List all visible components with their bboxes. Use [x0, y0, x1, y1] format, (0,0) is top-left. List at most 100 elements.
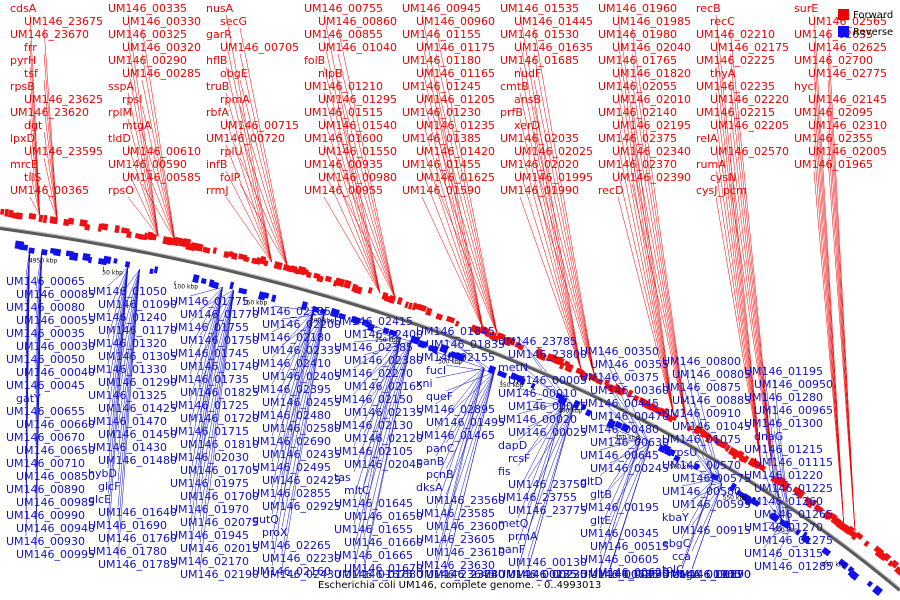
forward-gene-label: UM146_01765 [598, 54, 677, 67]
forward-gene-label: rplM [108, 106, 132, 119]
leader-line [353, 337, 401, 343]
leader-line [445, 371, 495, 470]
reverse-gene-label: UM146_00800 [662, 355, 741, 368]
reverse-feature [517, 375, 523, 383]
leader-line [681, 479, 714, 570]
reverse-gene-label: UM146_00710 [6, 457, 85, 470]
leader-line [199, 289, 235, 518]
reverse-gene-label: UM146_01265 [754, 508, 833, 521]
leader-line [337, 183, 396, 299]
forward-feature [445, 315, 456, 324]
reverse-feature [270, 294, 277, 303]
reverse-gene-label: UM146_00870 [672, 568, 751, 581]
reverse-gene-label: UM146_01480 [98, 454, 177, 467]
leader-line [533, 105, 595, 377]
leader-line [127, 40, 159, 237]
reverse-gene-label: UM146_02495 [252, 461, 331, 474]
reverse-gene-label: UM146_02480 [252, 409, 331, 422]
leader-line [715, 144, 762, 467]
leader-line [239, 131, 288, 267]
forward-gene-label: tilS [24, 171, 41, 184]
forward-gene-label: UM146_23625 [24, 93, 103, 106]
forward-feature [324, 275, 332, 283]
tick-mark [439, 355, 442, 360]
forward-feature [582, 372, 589, 381]
reverse-gene-label: UM146_00850 [16, 470, 95, 483]
leader-line [239, 105, 288, 267]
leader-line [813, 92, 844, 523]
reverse-feature [614, 420, 623, 430]
leader-line [681, 479, 714, 539]
forward-gene-label: rpsO [108, 184, 134, 197]
leader-line [631, 53, 687, 423]
forward-gene-label: UM146_02145 [808, 93, 887, 106]
leader-line [435, 79, 498, 335]
forward-gene-label: infB [206, 158, 227, 171]
leader-line [141, 131, 176, 240]
forward-feature [143, 232, 148, 241]
reverse-gene-label: UM146_02270 [334, 367, 413, 380]
leader-line [763, 495, 783, 524]
tick-label: 150 kbp [243, 300, 268, 307]
reverse-gene-label: UM146_00130 [508, 556, 587, 569]
reverse-gene-label: dnaG [754, 430, 783, 443]
leader-line [517, 401, 565, 441]
forward-gene-label: rumA [696, 158, 726, 171]
reverse-feature [257, 291, 267, 301]
leader-line [107, 267, 129, 521]
forward-gene-label: folP [220, 171, 241, 184]
forward-gene-label: UM146_01165 [416, 67, 495, 80]
reverse-feature [580, 403, 587, 411]
reverse-gene-label: gltD [580, 475, 603, 488]
leader-line [127, 144, 159, 237]
leader-line [763, 417, 783, 524]
tick-label: 600 kbp [773, 527, 798, 534]
forward-gene-label: UM146_02700 [794, 54, 873, 67]
forward-feature [4, 208, 9, 217]
leader-line [813, 66, 844, 523]
forward-gene-label: UM146_01245 [402, 80, 481, 93]
reverse-gene-label: dksA [416, 481, 443, 494]
leader-line [533, 157, 595, 377]
leader-line [517, 401, 565, 493]
reverse-gene-label: dapD [498, 439, 527, 452]
forward-gene-label: UM146_01685 [500, 54, 579, 67]
forward-feature [353, 285, 363, 295]
leader-line [281, 313, 325, 554]
leader-line [445, 364, 495, 373]
reverse-gene-label: ebgC [662, 537, 691, 550]
feature-tracks [0, 208, 900, 596]
reverse-feature [229, 281, 235, 290]
reverse-gene-label: panF [498, 543, 525, 556]
reverse-feature [367, 323, 375, 332]
reverse-gene-label: UM146_01430 [88, 441, 167, 454]
reverse-gene-label: UM146_01670 [344, 562, 423, 575]
forward-feature [827, 512, 835, 521]
leader-line [517, 401, 565, 570]
leader-line [519, 40, 582, 371]
leader-line [729, 105, 774, 475]
forward-gene-label: UM146_01550 [318, 145, 397, 158]
leader-line [609, 443, 650, 570]
reverse-feature [69, 251, 79, 262]
reverse-gene-label: UM146_01770 [180, 308, 259, 321]
leader-line [631, 27, 687, 423]
leader-line [729, 157, 774, 475]
reverse-gene-label: UM146_01810 [180, 438, 259, 451]
leader-line [421, 196, 484, 330]
leader-line [127, 170, 159, 237]
leader-line [445, 372, 495, 496]
reverse-feature [841, 561, 849, 570]
forward-gene-label: cdsA [10, 2, 37, 15]
leader-line [353, 337, 402, 499]
leader-line [599, 439, 641, 570]
reverse-gene-label: UM146_02265 [252, 539, 331, 552]
forward-gene-label: UM146_02040 [612, 41, 691, 54]
reverse-gene-label: UM146_01315 [744, 547, 823, 560]
reverse-gene-label: fis [498, 465, 511, 478]
leader-line [527, 406, 575, 570]
leader-line [225, 14, 273, 263]
leader-line [813, 170, 844, 523]
forward-gene-label: UM146_01420 [416, 145, 495, 158]
leader-line [281, 313, 325, 476]
